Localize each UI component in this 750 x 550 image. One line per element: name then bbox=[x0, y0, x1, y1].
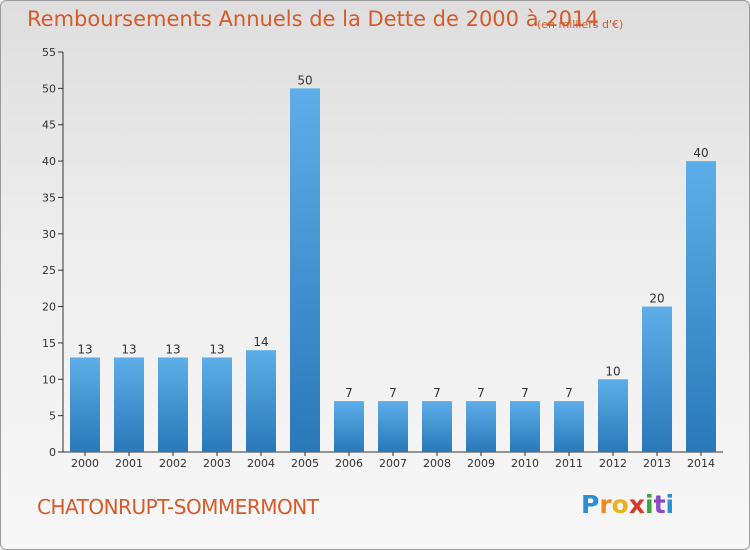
y-tick-label: 10 bbox=[42, 373, 56, 386]
bar-value-label: 50 bbox=[297, 73, 312, 87]
bar bbox=[554, 401, 584, 452]
x-tick-label: 2013 bbox=[643, 457, 671, 470]
y-tick-label: 25 bbox=[42, 264, 56, 277]
bar bbox=[70, 357, 100, 452]
y-tick-label: 0 bbox=[49, 446, 56, 459]
x-tick-label: 2008 bbox=[423, 457, 451, 470]
y-tick-label: 20 bbox=[42, 301, 56, 314]
bar bbox=[202, 357, 232, 452]
x-tick-label: 2012 bbox=[599, 457, 627, 470]
x-tick-label: 2004 bbox=[247, 457, 275, 470]
x-tick-label: 2005 bbox=[291, 457, 319, 470]
x-tick-label: 2011 bbox=[555, 457, 583, 470]
axes: 0 5 10 15 20 25 30 35 40 45 50 55 2000 2001 2002 2003 20… bbox=[42, 46, 723, 470]
bar bbox=[642, 306, 672, 452]
bar-value-label: 20 bbox=[649, 292, 664, 306]
unit-note: (en milliers d'€) bbox=[537, 18, 624, 31]
logo-letter: i bbox=[645, 490, 654, 519]
bar bbox=[466, 401, 496, 452]
x-tick-label: 2003 bbox=[203, 457, 231, 470]
x-tick-label: 2006 bbox=[335, 457, 363, 470]
bar-value-label: 7 bbox=[345, 386, 353, 400]
x-tick-label: 2000 bbox=[71, 457, 99, 470]
bar bbox=[378, 401, 408, 452]
logo-letter: i bbox=[665, 490, 675, 519]
bar bbox=[246, 350, 276, 452]
bar-value-label: 7 bbox=[389, 386, 397, 400]
bars bbox=[70, 88, 716, 452]
logo-letter: t bbox=[653, 490, 666, 519]
y-tick-label: 35 bbox=[42, 191, 56, 204]
bar-value-label: 13 bbox=[77, 342, 92, 356]
logo-letter: P bbox=[581, 490, 600, 519]
bar-value-label: 14 bbox=[253, 335, 268, 349]
bar-value-label: 10 bbox=[605, 364, 620, 378]
bar-labels: 13 13 13 13 14 50 7 7 7 7 7 7 10 20 40 bbox=[77, 73, 708, 400]
bar-value-label: 13 bbox=[165, 342, 180, 356]
bar bbox=[334, 401, 364, 452]
bar-value-label: 7 bbox=[521, 386, 529, 400]
y-tick-label: 50 bbox=[42, 82, 56, 95]
bar bbox=[114, 357, 144, 452]
logo-letter: x bbox=[628, 490, 645, 519]
bar-value-label: 40 bbox=[693, 146, 708, 160]
x-tick-label: 2001 bbox=[115, 457, 143, 470]
bar bbox=[422, 401, 452, 452]
city-name: CHATONRUPT-SOMMERMONT bbox=[37, 495, 319, 519]
x-tick-label: 2007 bbox=[379, 457, 407, 470]
logo-letter: o bbox=[611, 490, 629, 519]
y-tick-label: 55 bbox=[42, 46, 56, 59]
bar-value-label: 13 bbox=[121, 342, 136, 356]
y-tick-label: 5 bbox=[49, 410, 56, 423]
bar bbox=[686, 161, 716, 452]
y-tick-label: 45 bbox=[42, 119, 56, 132]
x-tick-label: 2014 bbox=[687, 457, 715, 470]
bar bbox=[290, 88, 320, 452]
bar-value-label: 13 bbox=[209, 342, 224, 356]
bar-value-label: 7 bbox=[565, 386, 573, 400]
x-tick-label: 2002 bbox=[159, 457, 187, 470]
bar-value-label: 7 bbox=[433, 386, 441, 400]
proxiti-logo: Proxiti bbox=[581, 490, 674, 519]
y-tick-label: 15 bbox=[42, 337, 56, 350]
y-tick-label: 30 bbox=[42, 228, 56, 241]
x-tick-label: 2010 bbox=[511, 457, 539, 470]
y-tick-label: 40 bbox=[42, 155, 56, 168]
x-tick-label: 2009 bbox=[467, 457, 495, 470]
chart-title: Remboursements Annuels de la Dette de 20… bbox=[27, 7, 599, 31]
bar bbox=[158, 357, 188, 452]
bar-value-label: 7 bbox=[477, 386, 485, 400]
bar bbox=[598, 379, 628, 452]
logo-letter: r bbox=[599, 490, 612, 519]
bar bbox=[510, 401, 540, 452]
